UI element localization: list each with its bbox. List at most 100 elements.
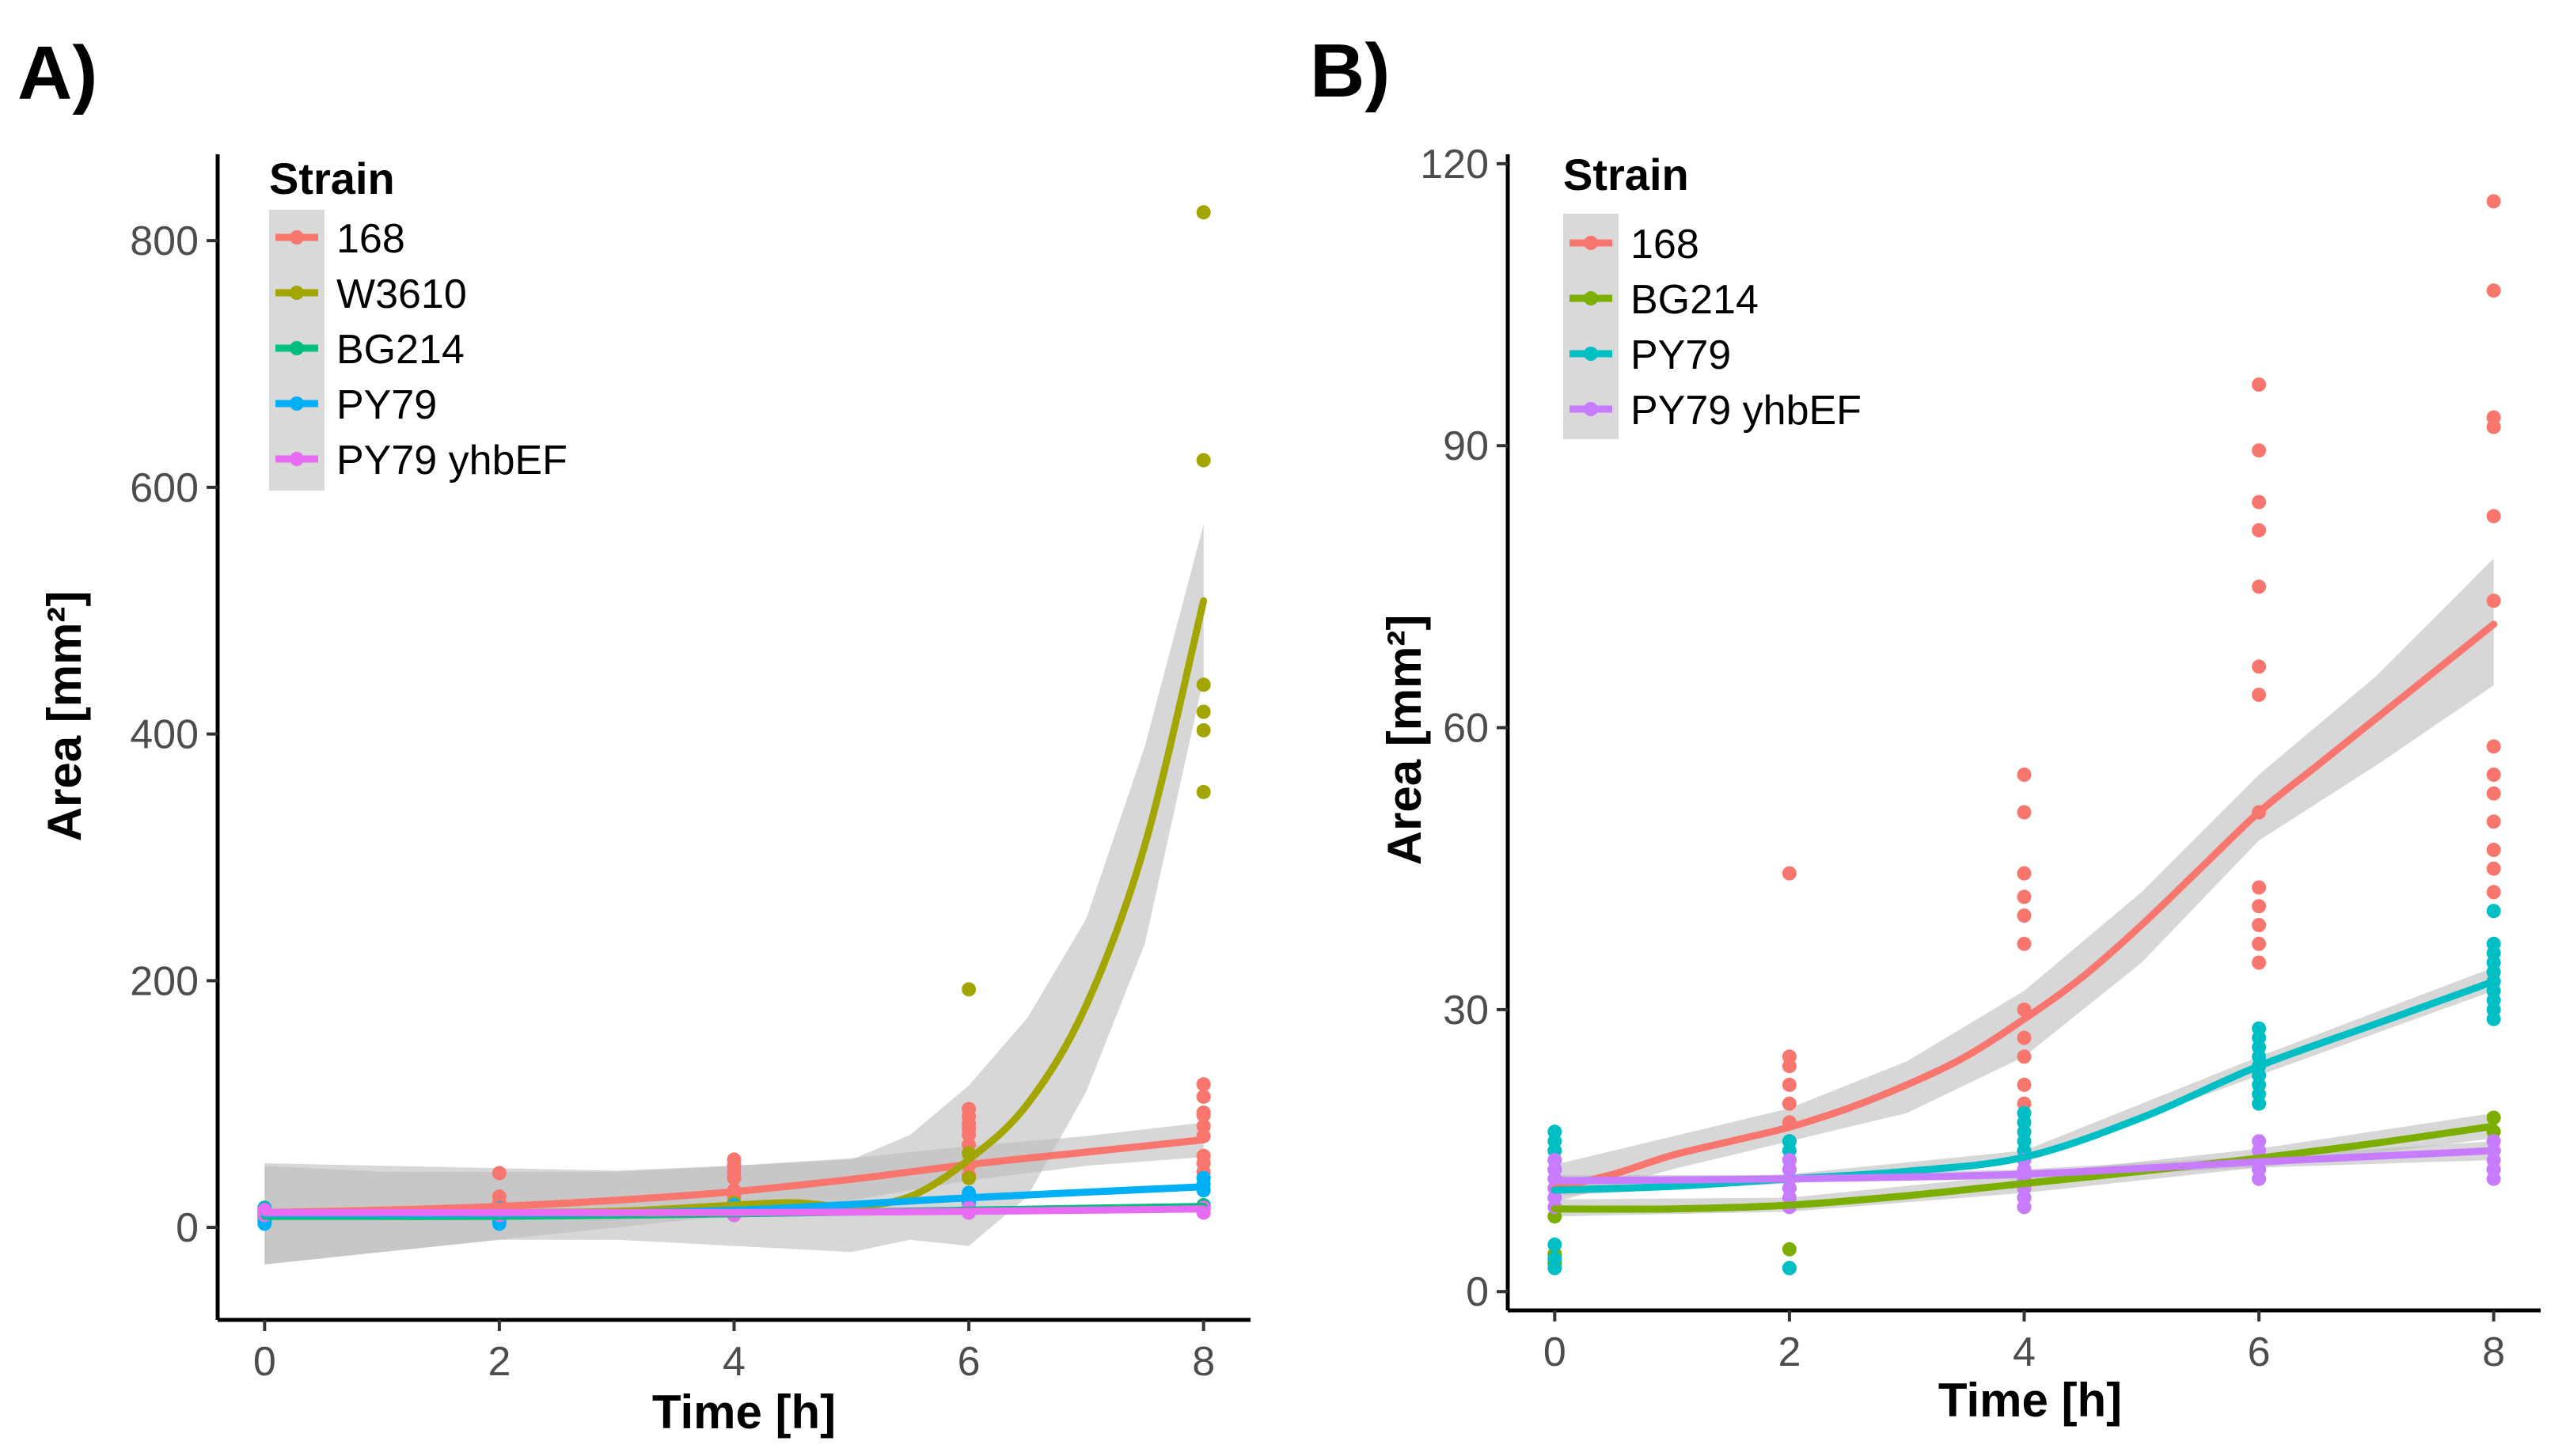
panel-b-point-168 [2252,899,2267,914]
panel-a-x-tick-label: 6 [958,1339,981,1385]
panel-a-point-168 [1196,1108,1211,1123]
panel-a-label: A) [17,31,97,116]
panel-a-y-tick-label: 200 [130,958,199,1004]
panel-b-point-168 [1782,1059,1797,1074]
panel-b-point-168 [2486,861,2501,876]
panel-b-x-tick-label: 6 [2248,1329,2271,1375]
panel-b-point-bg214 [1782,1242,1797,1257]
panel-b-label: B) [1310,28,1390,113]
panel-b-point-168 [1782,866,1797,881]
panel-b-fit-lines [1550,620,2498,1213]
panel-b-point-168 [2486,814,2501,829]
panel-b-point-168 [2486,509,2501,524]
panel-b-fit-line-168 [1550,620,2498,1192]
panel-b-point-py79 [1547,1251,1562,1266]
panel-b-point-168 [2486,843,2501,857]
panel-b-point-168 [2017,1030,2032,1045]
panel-b-x-tick-label: 0 [1543,1329,1566,1375]
panel-a-point-w3610 [1196,722,1211,737]
panel-b-point-168 [2486,419,2501,434]
panel-b-legend-label-bg214: BG214 [1630,277,1759,323]
panel-a-legend-label-w3610: W3610 [336,271,467,317]
panel-b-point-py79-yhbef [1547,1153,1562,1167]
panel-b-point-168 [2252,443,2267,458]
panel-b-point-168 [2017,936,2032,951]
panel-a-point-w3610 [1196,677,1211,692]
panel-b-point-168 [2486,786,2501,801]
panel-b-point-168 [1782,1096,1797,1111]
panel-a: A) 0 2 4 6 8 0 200 400 600 800 Time [h] Area [mm²… [17,31,1251,1439]
panel-b-x-tick-label: 8 [2482,1329,2505,1375]
panel-b-point-168 [2017,866,2032,881]
panel-a-x-axis-title: Time [h] [652,1386,836,1439]
panel-a-point-168 [727,1170,742,1185]
panel-a-legend-label-bg214: BG214 [336,327,465,373]
panel-a-point-w3610 [1196,205,1211,220]
panel-a-x-tick-label: 8 [1192,1339,1215,1385]
panel-b-point-py79-yhbef [2252,1134,2267,1149]
panel-b-point-py79-yhbef [2486,1134,2501,1149]
panel-b-point-168 [2017,889,2032,904]
panel-a-y-axis-title: Area [mm²] [38,591,91,842]
panel-a-point-168 [492,1166,507,1181]
panel-b-legend-key-dot-bg214 [1584,291,1598,305]
panel-b-point-168 [2252,377,2267,392]
panel-b-point-168 [2252,523,2267,538]
panel-b-fit-line-py79-yhbef [1550,1147,2498,1185]
panel-b-point-168 [2486,739,2501,754]
panel-b-point-168 [2252,936,2267,951]
panel-b-point-168 [2486,194,2501,209]
panel-a-legend-key-dot-bg214 [290,341,304,355]
panel-a-legend-label-168: 168 [336,216,405,262]
panel-a-point-w3610 [1196,704,1211,719]
panel-b-y-tick-label: 60 [1443,706,1489,752]
panel-a-band-w3610 [264,524,1204,1265]
panel-b-point-py79 [2486,904,2501,919]
panel-b-points [1547,194,2501,1276]
panel-a-y-tick-label: 0 [176,1205,199,1251]
panel-b: B) 0 2 4 6 8 0 30 60 90 120 Time [h] Area [mm²] S… [1310,28,2541,1427]
panel-b-point-py79 [1782,1261,1797,1276]
panel-a-point-w3610 [962,1170,977,1185]
panel-b-legend-key-dot-py79-yhbef [1584,402,1598,416]
panel-b-point-168 [2486,593,2501,609]
panel-b-point-168 [2252,579,2267,594]
panel-a-legend-label-py79: PY79 [336,382,437,428]
panel-a-legend-key-dot-w3610 [290,286,304,300]
panel-b-point-168 [2252,918,2267,932]
panel-b-x-axis-title: Time [h] [1938,1374,2122,1427]
panel-a-y-tick-label: 800 [130,218,199,264]
panel-b-point-168 [2486,768,2501,782]
panel-a-legend-label-py79-yhbef: PY79 yhbEF [336,438,567,483]
panel-b-point-py79 [2486,936,2501,951]
panel-a-point-w3610 [1196,453,1211,468]
panel-b-point-168 [2252,495,2267,510]
panel-a-point-168 [1196,1089,1211,1104]
panel-a-point-w3610 [1196,784,1211,799]
panel-a-point-168 [962,1128,977,1143]
panel-b-point-168 [2252,688,2267,702]
panel-a-legend-key-dot-py79-yhbef [290,452,304,466]
panel-a-legend: Strain 168 W3610 BG214 PY79 PY79 yhbEF [269,154,567,491]
panel-b-legend-label-py79: PY79 [1630,332,1731,378]
panel-b-point-168 [2017,805,2032,820]
panel-b-legend-key-dot-py79 [1584,347,1598,361]
panel-a-point-py79 [1196,1170,1211,1185]
panel-b-y-tick-label: 0 [1466,1269,1489,1315]
panel-a-fit-lines [260,597,1208,1220]
panel-b-point-168 [2017,1077,2032,1092]
panel-b-legend-title: Strain [1563,150,1689,199]
panel-b-point-168 [2017,1049,2032,1064]
panel-b-legend: Strain 168 BG214 PY79 PY79 yhbEF [1563,150,1862,439]
panel-b-y-tick-label: 90 [1443,423,1489,469]
panel-b-point-py79 [2017,1105,2032,1120]
panel-b-point-py79 [1547,1124,1562,1139]
panel-a-legend-key-dot-168 [290,230,304,245]
panel-b-point-168 [2486,283,2501,298]
panel-b-y-tick-label: 30 [1443,988,1489,1033]
panel-b-point-168 [2252,955,2267,970]
panel-a-axes: 0 2 4 6 8 0 200 400 600 800 [130,154,1251,1385]
panel-b-point-168 [2486,885,2501,900]
panel-b-fit-line-bg214 [1550,1122,2498,1213]
